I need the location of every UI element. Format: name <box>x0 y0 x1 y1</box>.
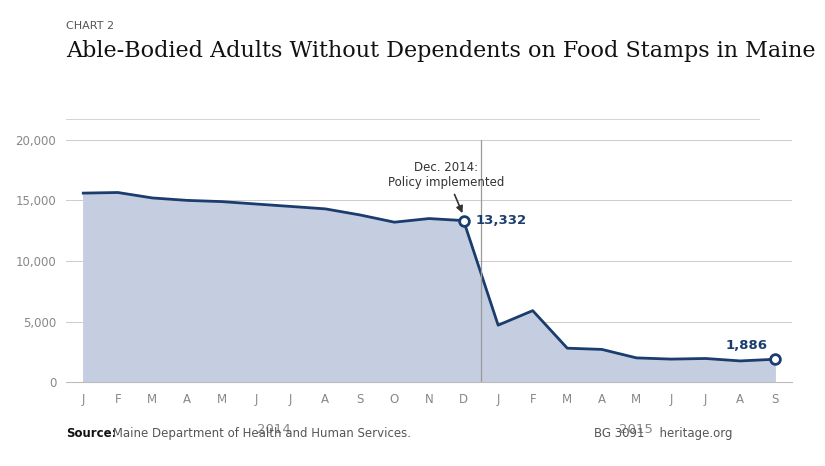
Text: 2015: 2015 <box>620 423 653 436</box>
Text: Dec. 2014:
Policy implemented: Dec. 2014: Policy implemented <box>388 161 504 212</box>
Text: 1,886: 1,886 <box>726 339 768 352</box>
Text: Able-Bodied Adults Without Dependents on Food Stamps in Maine: Able-Bodied Adults Without Dependents on… <box>66 40 815 62</box>
Text: BG 3091: BG 3091 <box>594 427 644 440</box>
Text: Maine Department of Health and Human Services.: Maine Department of Health and Human Ser… <box>109 427 411 440</box>
Text: heritage.org: heritage.org <box>652 427 733 440</box>
Text: 13,332: 13,332 <box>476 214 527 227</box>
Text: 2014: 2014 <box>257 423 290 436</box>
Text: Source:: Source: <box>66 427 116 440</box>
Text: CHART 2: CHART 2 <box>66 21 114 31</box>
